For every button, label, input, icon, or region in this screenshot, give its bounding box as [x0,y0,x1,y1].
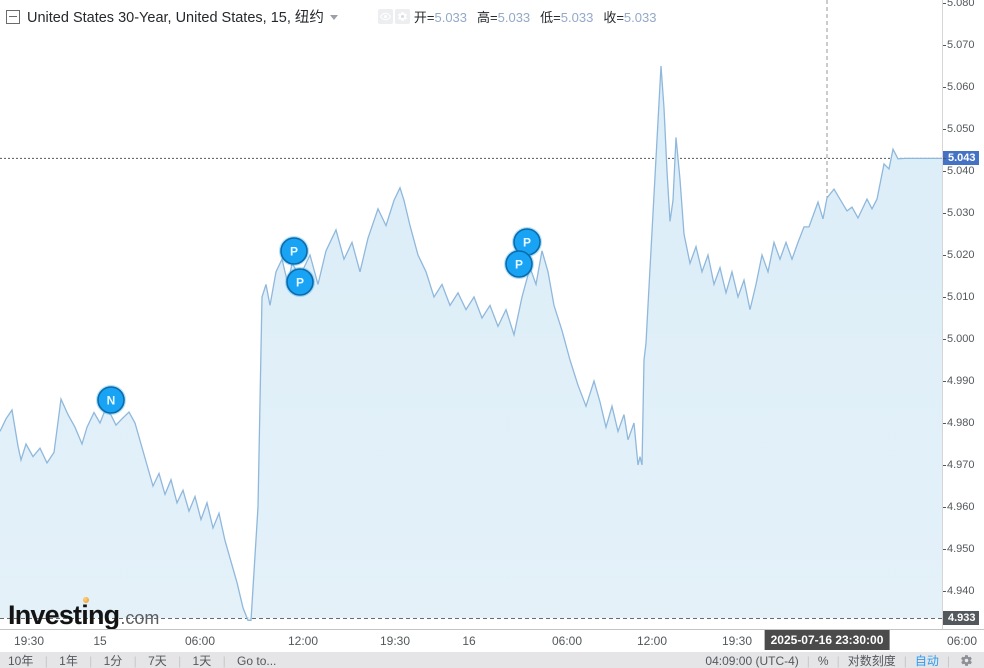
svg-text:P: P [515,258,523,272]
svg-text:P: P [523,236,531,250]
svg-text:P: P [290,245,298,259]
svg-text:N: N [107,394,116,408]
svg-text:P: P [296,276,304,290]
